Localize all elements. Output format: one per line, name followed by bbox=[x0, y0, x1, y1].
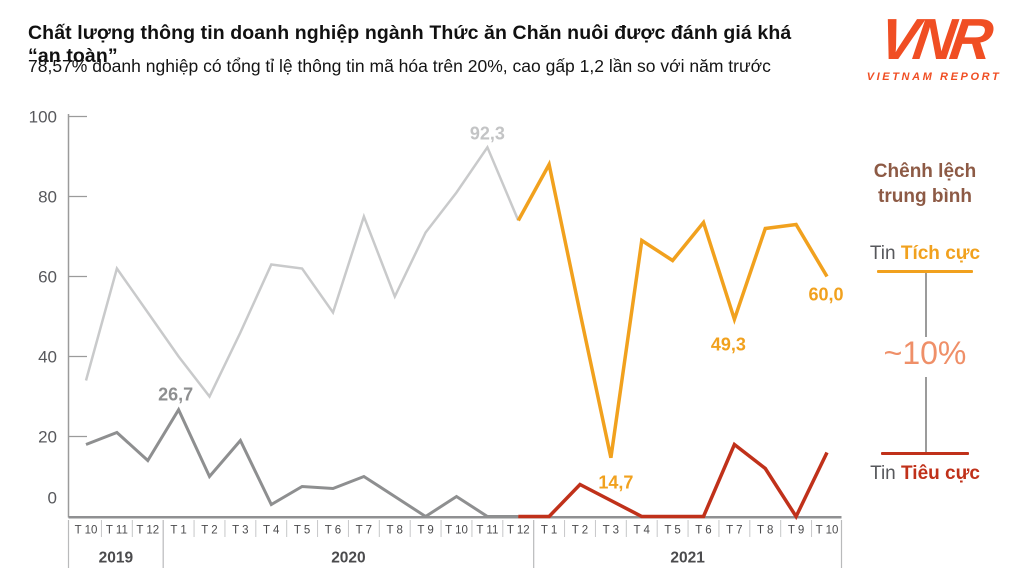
x-month-label: T 12 bbox=[136, 525, 159, 537]
x-month-label: T 9 bbox=[788, 525, 804, 537]
x-month-label: T 3 bbox=[603, 525, 619, 537]
legend-positive-line bbox=[877, 270, 973, 273]
x-month-label: T 8 bbox=[757, 525, 773, 537]
legend-title-line1: Chênh lệch bbox=[873, 161, 977, 182]
x-month-label: T 4 bbox=[263, 525, 280, 537]
x-month-label: T 3 bbox=[232, 525, 248, 537]
vietnam-report-logo: VNR VIETNAM REPORT bbox=[852, 7, 1016, 83]
legend-negative-name: Tiêu cực bbox=[901, 463, 980, 484]
legend-connector-bottom bbox=[925, 377, 927, 452]
y-tick-label: 40 bbox=[38, 348, 57, 367]
legend-negative-label: Tin Tiêu cực bbox=[853, 463, 997, 485]
legend-negative-prefix: Tin bbox=[870, 463, 902, 484]
x-month-label: T 10 bbox=[75, 525, 98, 537]
legend-gap-value: ~10% bbox=[883, 335, 967, 371]
data-label-60,0: 60,0 bbox=[808, 285, 843, 305]
data-label-49,3: 49,3 bbox=[711, 334, 746, 354]
x-year-label: 2019 bbox=[99, 550, 134, 567]
legend-connector-top bbox=[925, 273, 927, 337]
data-label-26,7: 26,7 bbox=[158, 385, 193, 405]
legend-positive-name: Tích cực bbox=[900, 243, 981, 264]
y-tick-label: 60 bbox=[38, 268, 57, 287]
x-year-label: 2021 bbox=[670, 550, 705, 567]
x-month-label: T 5 bbox=[294, 525, 310, 537]
y-tick-label: 0 bbox=[48, 489, 57, 508]
x-month-label: T 11 bbox=[476, 525, 498, 537]
x-month-label: T 11 bbox=[106, 525, 128, 537]
legend-positive-prefix: Tin bbox=[869, 243, 901, 264]
y-tick-label: 20 bbox=[38, 428, 57, 447]
series-line-0 bbox=[84, 144, 520, 399]
vnr-logo-tagline: VIETNAM REPORT bbox=[866, 71, 1002, 83]
x-month-label: T 5 bbox=[664, 525, 680, 537]
x-month-label: T 2 bbox=[572, 525, 588, 537]
x-month-label: T 10 bbox=[445, 525, 468, 537]
page-subtitle: 78,57% doanh nghiệp có tổng tỉ lệ thông … bbox=[28, 56, 771, 76]
x-month-label: T 7 bbox=[726, 525, 742, 537]
legend-positive-label: Tin Tích cực bbox=[853, 243, 997, 265]
y-tick-label: 80 bbox=[38, 188, 57, 207]
data-label-92,3: 92,3 bbox=[470, 123, 505, 143]
x-month-label: T 1 bbox=[541, 525, 557, 537]
x-month-label: T 1 bbox=[170, 525, 186, 537]
x-month-label: T 2 bbox=[201, 525, 217, 537]
x-month-label: T 10 bbox=[816, 525, 839, 537]
series-line-1 bbox=[85, 406, 519, 519]
x-month-label: T 6 bbox=[325, 525, 341, 537]
legend-title-line2: trung bình bbox=[878, 185, 972, 207]
legend-negative-line bbox=[881, 452, 969, 455]
x-month-label: T 9 bbox=[417, 525, 433, 537]
x-month-label: T 4 bbox=[634, 525, 651, 537]
x-month-label: T 12 bbox=[507, 525, 530, 537]
x-month-label: T 7 bbox=[356, 525, 372, 537]
legend-title: Chênh lệch trung bình bbox=[853, 160, 997, 209]
x-year-label: 2020 bbox=[331, 550, 365, 567]
y-tick-label: 100 bbox=[29, 108, 57, 127]
series-line-3 bbox=[518, 441, 829, 521]
x-month-label: T 6 bbox=[695, 525, 711, 537]
data-label-14,7: 14,7 bbox=[598, 473, 633, 493]
x-month-label: T 8 bbox=[387, 525, 403, 537]
series-line-2 bbox=[516, 159, 829, 459]
page-title: Chất lượng thông tin doanh nghiệp ngành … bbox=[28, 22, 792, 67]
